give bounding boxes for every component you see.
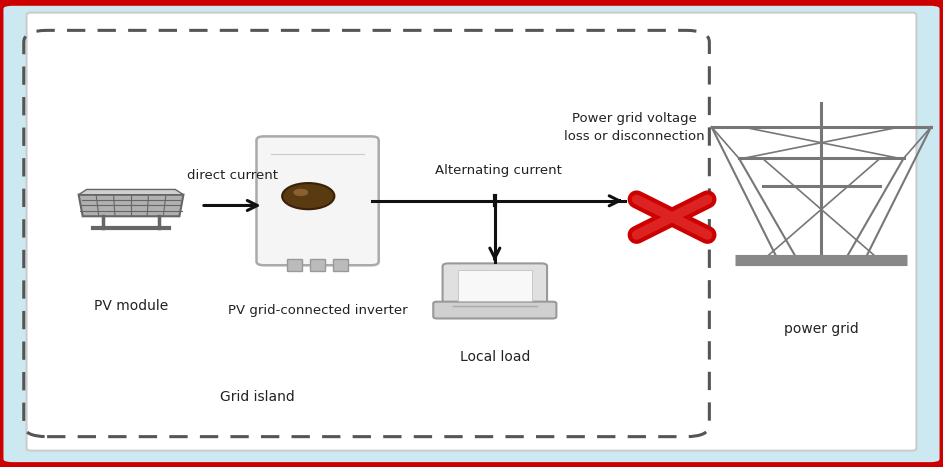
- Text: Alternating current: Alternating current: [435, 164, 562, 177]
- Text: Power grid voltage
loss or disconnection: Power grid voltage loss or disconnection: [565, 112, 705, 143]
- FancyBboxPatch shape: [287, 259, 302, 271]
- Text: Local load: Local load: [459, 350, 530, 364]
- Text: power grid: power grid: [784, 322, 859, 336]
- FancyBboxPatch shape: [310, 259, 325, 271]
- FancyBboxPatch shape: [334, 259, 348, 271]
- Polygon shape: [78, 195, 184, 216]
- FancyBboxPatch shape: [457, 270, 532, 301]
- FancyBboxPatch shape: [442, 263, 547, 309]
- Text: Grid island: Grid island: [220, 390, 294, 404]
- Polygon shape: [78, 190, 184, 195]
- Text: direct current: direct current: [187, 169, 278, 182]
- Circle shape: [282, 183, 335, 209]
- FancyBboxPatch shape: [433, 302, 556, 318]
- FancyBboxPatch shape: [256, 136, 379, 265]
- Text: PV module: PV module: [94, 299, 168, 313]
- FancyBboxPatch shape: [26, 13, 917, 451]
- Circle shape: [293, 189, 308, 196]
- Text: PV grid-connected inverter: PV grid-connected inverter: [228, 304, 407, 317]
